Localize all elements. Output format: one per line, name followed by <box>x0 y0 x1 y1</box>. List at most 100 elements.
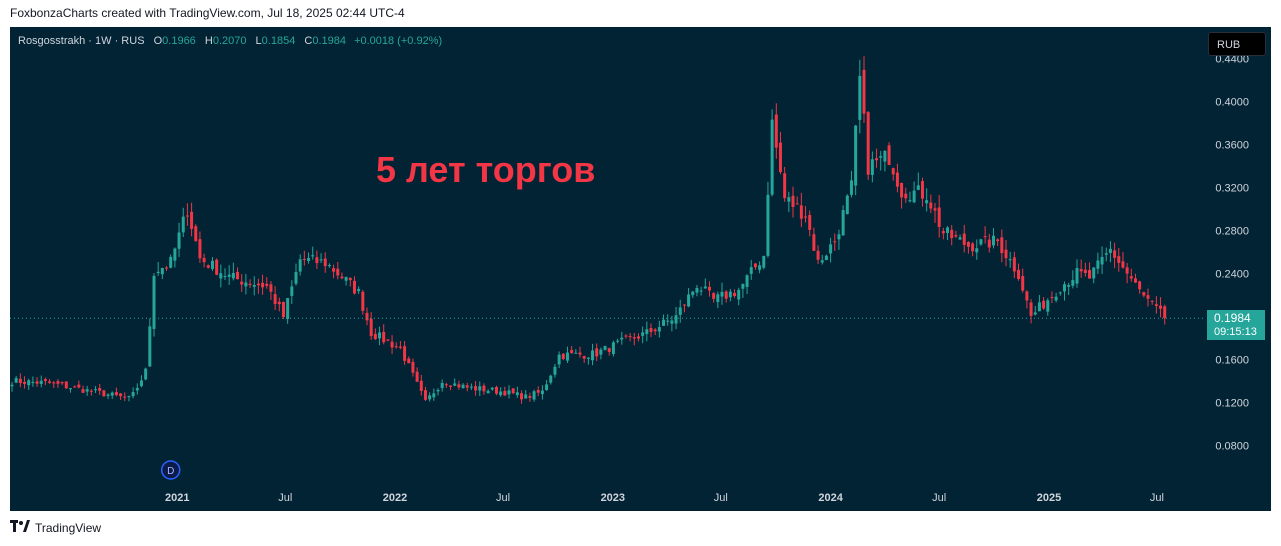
candle-body <box>591 350 595 361</box>
footer-brand: TradingView <box>35 520 102 535</box>
candle-body <box>1029 302 1033 316</box>
candle-body <box>933 208 937 211</box>
x-tick-label: 2023 <box>601 492 625 504</box>
candle-body <box>678 307 682 315</box>
candle-body <box>670 320 674 324</box>
candle-body <box>1121 261 1125 268</box>
candle-body <box>595 348 599 357</box>
candle-body <box>56 381 60 384</box>
candle-body <box>557 354 561 365</box>
x-tick-label: Jul <box>278 492 292 504</box>
candle-body <box>403 346 407 361</box>
candle-body <box>875 158 879 161</box>
candle-body <box>553 366 557 375</box>
candle-body <box>778 142 782 173</box>
x-tick-label: Jul <box>932 492 946 504</box>
candle-body <box>373 333 377 340</box>
candle-body <box>920 181 924 199</box>
candle-body <box>561 353 565 360</box>
candle-body <box>252 284 256 287</box>
candle-body <box>77 384 81 388</box>
candle-body <box>833 241 837 243</box>
symbol-label[interactable]: Rosgosstrakh · 1W · RUS <box>18 35 145 47</box>
candle-body <box>862 69 866 114</box>
candle-body <box>979 239 983 245</box>
candle-body <box>453 383 457 386</box>
candle-body <box>119 393 123 397</box>
dividend-marker <box>160 460 181 480</box>
candle-body <box>703 286 707 289</box>
candle-body <box>206 265 210 268</box>
candle-body <box>478 386 482 391</box>
high-label: H <box>204 35 213 47</box>
y-tick-label: 0.0800 <box>1215 441 1249 453</box>
candle-body <box>123 396 127 398</box>
chart-area[interactable]: 0.08000.12000.16000.20000.24000.28000.32… <box>10 27 1271 511</box>
candle-body <box>294 272 298 284</box>
y-tick-label: 0.3600 <box>1215 140 1249 152</box>
candle-body <box>549 375 553 383</box>
candle-body <box>311 255 315 257</box>
price-chart[interactable]: 0.08000.12000.16000.20000.24000.28000.32… <box>10 27 1271 511</box>
candle-body <box>641 332 645 336</box>
tradingview-logo[interactable]: TradingView <box>10 520 101 535</box>
candle-body <box>799 205 803 219</box>
candle-body <box>866 112 870 175</box>
candle-body <box>277 301 281 305</box>
candle-body <box>482 385 486 392</box>
low-label: L <box>255 35 262 47</box>
candle-body <box>18 378 22 384</box>
candle-body <box>586 357 590 359</box>
candle-body <box>520 393 524 400</box>
candle-body <box>870 159 874 175</box>
candle-body <box>770 119 774 195</box>
candle-body <box>616 340 620 342</box>
candle-body <box>808 215 812 230</box>
candle-body <box>515 392 519 396</box>
low-value: 0.1854 <box>261 35 296 47</box>
candle-body <box>486 390 490 394</box>
candle-body <box>991 235 995 246</box>
candle-body <box>1042 300 1046 309</box>
x-tick-label: 2024 <box>818 492 843 504</box>
candle-body <box>290 286 294 296</box>
candle-body <box>319 259 323 261</box>
candle-body <box>202 257 206 263</box>
candle-body <box>540 390 544 395</box>
x-tick-label: Jul <box>1150 492 1164 504</box>
candle-body <box>829 244 833 254</box>
candle-body <box>724 291 728 299</box>
chart-caption: FoxbonzaCharts created with TradingView.… <box>10 6 405 20</box>
candle-body <box>904 193 908 199</box>
candle-body <box>699 290 703 292</box>
candle-body <box>971 243 975 252</box>
candle-body <box>916 185 920 190</box>
candle-body <box>265 283 269 286</box>
candle-body <box>528 396 532 398</box>
candle-body <box>787 197 791 202</box>
candle-body <box>386 339 390 341</box>
candle-body <box>662 319 666 326</box>
candle-body <box>10 384 14 387</box>
candle-body <box>912 190 916 203</box>
candle-body <box>1142 292 1146 296</box>
candle-body <box>327 265 331 267</box>
candle-body <box>1004 249 1008 259</box>
candle-body <box>645 329 649 334</box>
candle-body <box>578 352 582 355</box>
candle-body <box>227 274 231 277</box>
candle-body <box>428 395 432 400</box>
candle-body <box>457 384 461 388</box>
candle-body <box>177 232 181 249</box>
x-tick-label: 2021 <box>165 492 189 504</box>
chart-annotation: 5 лет торгов <box>376 149 596 190</box>
currency-button[interactable]: RUB <box>1208 32 1266 56</box>
candle-body <box>190 211 194 229</box>
candle-body <box>1138 281 1142 290</box>
candle-body <box>210 260 214 269</box>
candle-body <box>315 257 319 264</box>
y-tick-label: 0.3200 <box>1215 183 1249 195</box>
y-tick-label: 0.1200 <box>1215 398 1249 410</box>
candle-body <box>674 315 678 324</box>
x-tick-label: Jul <box>496 492 510 504</box>
